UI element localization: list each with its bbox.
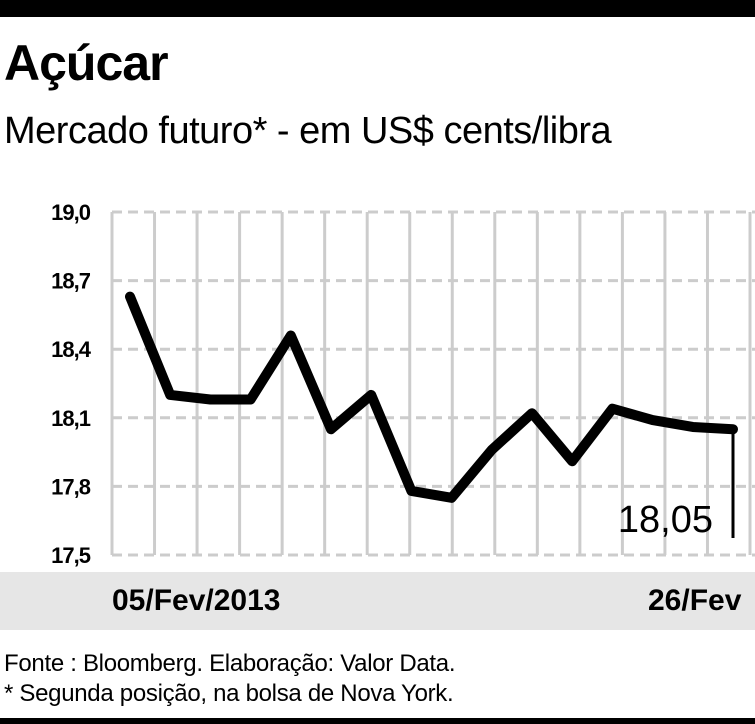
data-point [370,394,372,396]
x-label-start: 05/Fev/2013 [112,586,280,616]
y-tick-label: 17,8 [51,474,91,499]
data-point [169,394,171,396]
line-chart: 19,0 18,7 18,4 18,1 17,8 17,5 18,05 [0,0,755,572]
data-point [209,399,211,401]
y-axis-ticks: 19,0 18,7 18,4 18,1 17,8 17,5 [51,200,92,568]
y-tick-label: 19,0 [51,200,91,225]
series-line [130,297,733,498]
footnote-note: * Segunda posição, na bolsa de Nova York… [4,682,453,706]
y-tick-label: 17,5 [51,543,91,568]
data-point [491,449,493,451]
data-point [451,497,453,499]
last-value-label: 18,05 [618,499,713,541]
series-layer [129,296,734,499]
data-point [250,399,252,401]
y-tick-label: 18,1 [51,406,91,431]
data-point [692,426,694,428]
data-point [129,296,131,298]
data-point [571,460,573,462]
data-point [531,412,533,414]
y-tick-label: 18,7 [51,269,91,294]
bottom-rule [0,718,755,724]
data-point [290,334,292,336]
y-tick-label: 18,4 [51,337,92,362]
data-point [611,408,613,410]
data-point [652,419,654,421]
source-note: Fonte : Bloomberg. Elaboração: Valor Dat… [4,652,455,676]
x-label-end: 26/Fev [648,586,741,616]
data-point [330,428,332,430]
data-point [410,490,412,492]
